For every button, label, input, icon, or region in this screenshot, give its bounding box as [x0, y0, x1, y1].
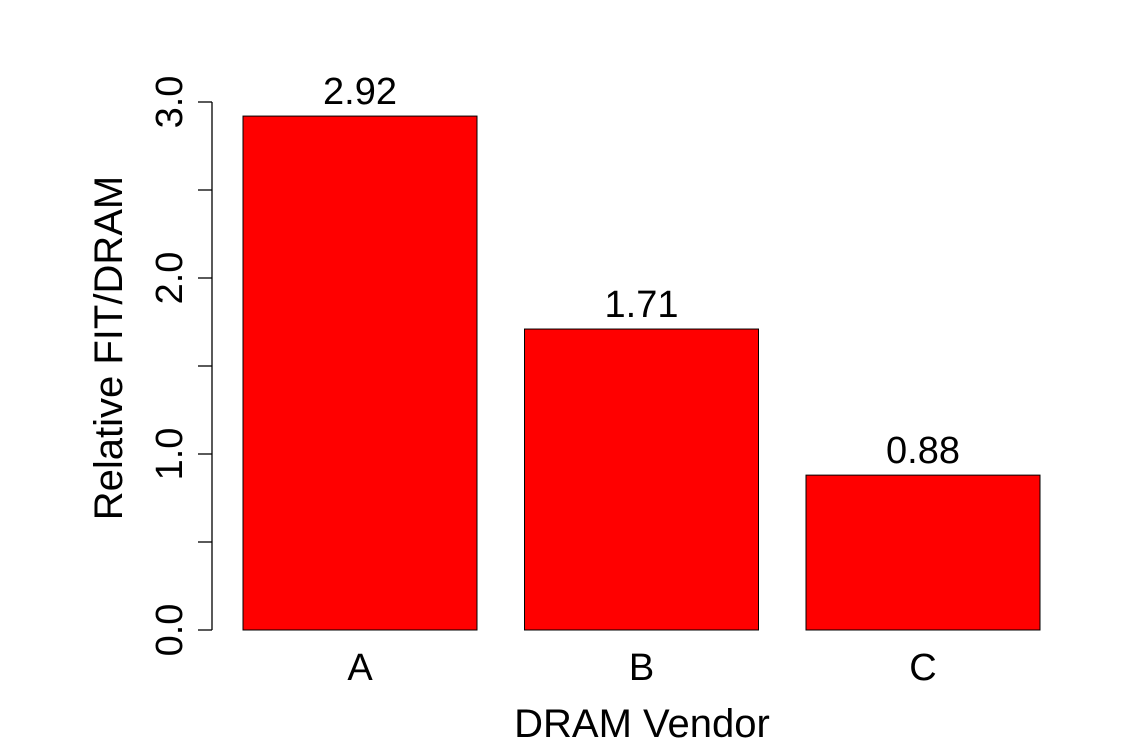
bar-C — [805, 474, 1041, 631]
x-category-label: C — [909, 647, 936, 689]
y-tick-label: 0.0 — [149, 604, 191, 657]
y-axis-title: Relative FIT/DRAM — [87, 176, 131, 521]
x-category-labels: A B C — [347, 647, 936, 689]
data-labels: 2.92 1.71 0.88 — [323, 71, 960, 472]
bar-value-label: 1.71 — [605, 284, 679, 326]
bar-value-label: 2.92 — [323, 71, 397, 113]
bar-value-label: 0.88 — [886, 430, 960, 472]
y-tick-label: 1.0 — [149, 428, 191, 481]
bar-B — [524, 328, 759, 631]
y-axis: 0.0 1.0 2.0 3.0 — [149, 76, 213, 657]
x-category-label: B — [629, 647, 654, 689]
bar-A — [242, 115, 478, 631]
x-axis-title: DRAM Vendor — [514, 702, 770, 746]
bars — [242, 115, 1041, 631]
y-ticks: 0.0 1.0 2.0 3.0 — [149, 76, 212, 657]
x-category-label: A — [347, 647, 373, 689]
y-tick-label: 3.0 — [149, 76, 191, 129]
y-tick-label: 2.0 — [149, 252, 191, 305]
